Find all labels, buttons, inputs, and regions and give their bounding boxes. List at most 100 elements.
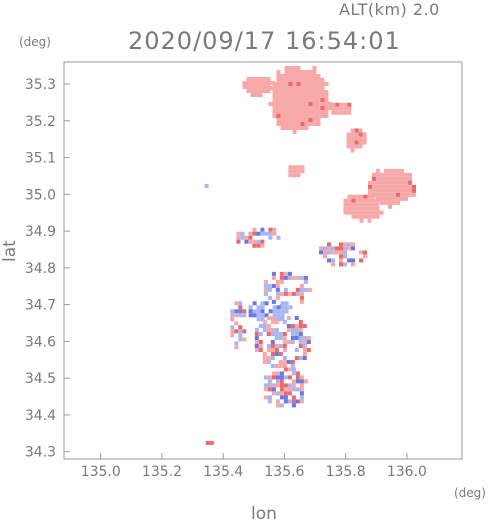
echo-cell-6	[292, 165, 297, 170]
echo-cell-6	[300, 165, 305, 170]
echo-cell-9	[262, 320, 267, 324]
echo-cell-4	[388, 176, 392, 181]
echo-cell-0	[272, 94, 277, 98]
x-tick-label: 135.0	[81, 464, 121, 480]
echo-cell-4	[372, 188, 376, 193]
echo-cell-13	[323, 254, 327, 259]
echo-cell-5	[347, 210, 352, 215]
echo-cell-5	[363, 198, 368, 203]
echo-cell-15	[204, 184, 209, 188]
echo-cell-0	[292, 102, 297, 106]
echo-cell-9	[278, 332, 283, 336]
echo-cell-0	[304, 106, 309, 110]
echo-cell-7	[267, 283, 272, 288]
echo-cell-4	[396, 168, 400, 173]
echo-cell-0	[288, 86, 293, 90]
echo-cell-7	[275, 287, 280, 292]
echo-cell-0	[288, 78, 293, 82]
echo-cell-0	[272, 86, 277, 90]
echo-cell-9	[274, 320, 279, 324]
echo-cell-0	[292, 66, 297, 70]
echo-cell-0	[312, 70, 317, 74]
echo-cell-1	[266, 85, 271, 89]
echo-cell-0	[324, 94, 329, 98]
echo-cell-9	[258, 332, 263, 336]
echo-cell-14	[230, 329, 235, 334]
echo-cell-8	[256, 313, 261, 318]
echo-cell-8	[256, 317, 261, 322]
echo-cell-0	[308, 90, 313, 94]
echo-cell-14	[230, 309, 235, 314]
echo-cell-12	[256, 231, 261, 236]
echo-cell-9	[294, 324, 299, 328]
echo-cell-1	[254, 85, 259, 89]
echo-cell-5	[343, 206, 348, 211]
echo-cell-9	[262, 324, 267, 328]
echo-cell-10	[275, 371, 280, 376]
echo-cell-4	[396, 188, 400, 193]
echo-cell-7	[271, 283, 276, 288]
echo-cell-4	[392, 172, 396, 177]
echo-cell-3	[350, 132, 355, 137]
echo-cell-10	[295, 375, 300, 380]
echo-cell-12	[236, 231, 241, 236]
echo-cell-9	[294, 336, 299, 340]
echo-cell-13	[331, 258, 335, 263]
echo-cell-10	[303, 379, 308, 384]
echo-cell-0	[292, 78, 297, 82]
echo-cell-9	[298, 324, 303, 328]
y-tick-label: 34.6	[25, 334, 56, 350]
echo-cell-0	[292, 114, 297, 118]
echo-cell-9	[282, 320, 287, 324]
echo-cell-0	[284, 82, 289, 86]
echo-cell-4	[404, 180, 408, 185]
echo-cell-8	[272, 313, 277, 318]
echo-cell-9	[306, 348, 311, 352]
echo-cell-1	[246, 81, 251, 85]
echo-cell-9	[282, 332, 287, 336]
echo-cell-0	[300, 70, 305, 74]
echo-cell-10	[271, 371, 276, 376]
echo-cell-6	[300, 169, 305, 174]
echo-cell-1	[250, 77, 255, 81]
echo-cell-9	[270, 352, 275, 356]
echo-cell-4	[376, 180, 380, 185]
echo-cell-4	[372, 184, 376, 189]
echo-cell-4	[376, 192, 380, 197]
echo-cell-1	[262, 81, 267, 85]
echo-cell-9	[262, 352, 267, 356]
echo-cell-0	[292, 94, 297, 98]
echo-cell-14	[230, 313, 235, 318]
echo-cell-9	[274, 332, 279, 336]
echo-cell-0	[316, 78, 321, 82]
echo-cell-5	[351, 202, 356, 207]
echo-cell-8	[260, 305, 265, 310]
echo-cell-4	[388, 200, 392, 205]
echo-cell-0	[320, 110, 325, 114]
echo-cell-2	[335, 102, 340, 107]
echo-cell-9	[294, 348, 299, 352]
echo-cell-10	[279, 391, 284, 396]
echo-cell-3	[354, 136, 359, 141]
echo-cell-9	[306, 340, 311, 344]
echo-cell-9	[270, 364, 275, 368]
echo-cell-0	[276, 102, 281, 106]
echo-cell-13	[347, 258, 351, 263]
echo-cell-4	[392, 176, 396, 181]
x-tick-label: 135.6	[264, 464, 304, 480]
echo-cell-8	[264, 313, 269, 318]
echo-cell-0	[316, 98, 321, 102]
echo-cell-0	[280, 102, 285, 106]
echo-cell-1	[250, 81, 255, 85]
echo-cell-0	[308, 122, 313, 126]
echo-cell-2	[331, 106, 336, 111]
echo-cell-10	[279, 395, 284, 400]
echo-cell-0	[304, 74, 309, 78]
echo-cell-0	[296, 114, 301, 118]
x-unit-label: (deg)	[454, 486, 486, 500]
echo-cell-8	[264, 301, 269, 306]
echo-cell-4	[392, 188, 396, 193]
echo-cell-0	[304, 78, 309, 82]
echo-cell-5	[367, 198, 372, 203]
echo-cell-12	[272, 227, 277, 232]
